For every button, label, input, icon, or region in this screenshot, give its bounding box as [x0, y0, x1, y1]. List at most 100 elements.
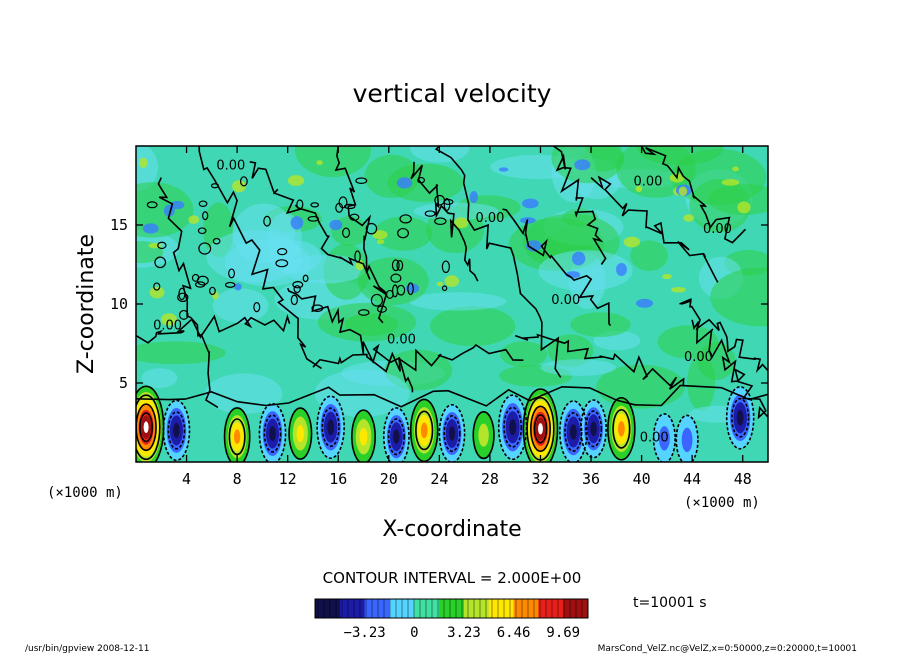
small-perturbation: [737, 201, 751, 214]
small-contour: [385, 289, 394, 299]
small-contour: [293, 285, 301, 294]
colorbar-frame: [314, 598, 589, 619]
small-perturbation: [139, 157, 148, 169]
updraft-cell: [359, 427, 368, 446]
small-perturbation: [571, 251, 586, 266]
field-patch: [141, 368, 178, 388]
small-contour: [391, 259, 400, 272]
cell-contour: [415, 410, 434, 451]
small-perturbation: [170, 200, 185, 210]
cell-contour: [530, 405, 551, 453]
small-contour: [198, 242, 212, 255]
colorbar-tick-label: 0: [410, 625, 418, 641]
small-perturbation: [188, 215, 200, 224]
cell-contour: [223, 407, 251, 462]
small-contour: [198, 200, 208, 207]
contour-label: 0.00: [475, 211, 504, 226]
small-contour: [154, 256, 167, 269]
cell-contour: [443, 415, 461, 453]
small-contour: [443, 198, 454, 205]
small-contour: [417, 176, 426, 184]
zero-contour: [198, 146, 322, 370]
contour-labels: 0.00 0.00 0.00 0.00 0.00 0.00 0.00 0.00 0.00: [153, 159, 732, 446]
x-tick-label: 12: [279, 470, 297, 488]
x-tick-label: 24: [430, 470, 448, 488]
field-patch: [410, 146, 470, 163]
small-contour: [434, 217, 447, 226]
small-contour: [307, 215, 320, 222]
zero-contour: [679, 298, 768, 374]
zero-contour: [136, 384, 768, 408]
small-contour: [355, 177, 368, 185]
small-contour: [407, 282, 414, 296]
small-perturbation: [232, 180, 246, 193]
cell-contour: [263, 414, 282, 453]
cell-contour: [612, 408, 631, 449]
downdraft-cell: [736, 410, 744, 426]
field-patch: [212, 288, 269, 323]
small-contour: [311, 304, 324, 313]
cell-contour: [564, 412, 583, 452]
small-perturbation: [405, 283, 420, 294]
cell-contour: [585, 410, 603, 448]
cell-contour: [675, 414, 699, 462]
field-patch: [205, 373, 283, 414]
small-contour: [228, 268, 235, 279]
field-patch: [570, 312, 631, 337]
downdraft-cell: [448, 426, 456, 441]
upper-field: [136, 146, 768, 427]
small-contour: [290, 294, 298, 306]
zero-contour: [590, 175, 719, 283]
small-perturbation: [372, 230, 388, 240]
small-perturbation: [498, 167, 509, 172]
field-patch: [500, 341, 548, 368]
small-perturbation: [623, 236, 641, 248]
small-contour: [399, 214, 412, 224]
field-patch: [294, 146, 372, 178]
downdraft-cell: [569, 424, 577, 440]
x-axis-label: X-coordinate: [382, 517, 521, 542]
contour-label: 0.00: [387, 333, 416, 348]
zero-contour: [157, 177, 219, 409]
small-perturbation: [469, 191, 478, 204]
small-contour: [335, 202, 344, 213]
x-axis-ticks: 4 8 12 16 20 24 28 32 36 40 44 48: [182, 146, 752, 488]
cell-contour: [559, 400, 588, 462]
x-tick-label: 4: [182, 470, 191, 488]
downdraft-cell: [509, 419, 517, 436]
field-patch: [538, 250, 633, 292]
small-perturbation: [212, 290, 219, 300]
small-contour: [390, 273, 402, 283]
field-patch: [374, 216, 433, 251]
x-tick-label: 8: [233, 470, 242, 488]
small-contour: [342, 227, 351, 238]
cell-contour: [580, 399, 607, 459]
cell-contour: [522, 388, 559, 462]
small-contour: [354, 250, 361, 263]
field-patch: [364, 154, 420, 199]
cell-contour: [139, 412, 154, 443]
updraft-cell: [420, 422, 428, 439]
small-perturbation: [234, 283, 242, 291]
field-patch: [429, 306, 516, 347]
colorbar-tick-label: 3.23: [447, 625, 481, 641]
x-tick-label: 28: [481, 470, 499, 488]
contour-lines: [136, 146, 768, 462]
small-contour: [292, 281, 304, 289]
y-tick-label: 10: [110, 295, 128, 313]
small-contour: [194, 281, 206, 288]
downdraft-cell: [590, 421, 597, 437]
small-contour: [210, 183, 220, 189]
small-contour: [396, 284, 406, 296]
small-contour: [370, 293, 384, 307]
x-tick-label: 40: [633, 470, 651, 488]
small-contour: [178, 309, 189, 320]
small-contour: [302, 274, 309, 283]
cell-contour: [316, 395, 345, 460]
small-perturbation: [454, 217, 469, 229]
cell-contour: [725, 385, 755, 450]
small-perturbation: [376, 239, 385, 245]
contour-label: 0.00: [633, 175, 662, 190]
small-contour: [424, 210, 436, 217]
cell-contour: [652, 413, 676, 462]
